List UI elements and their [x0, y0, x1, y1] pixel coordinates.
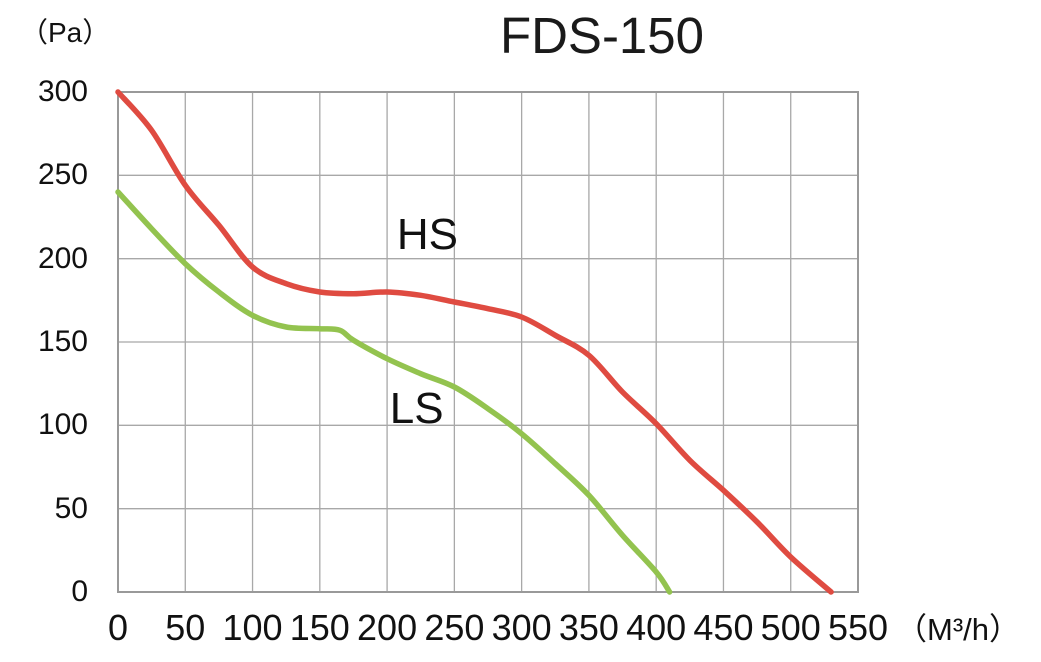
hs-curve — [115, 89, 834, 595]
x-tick-label: 0 — [107, 607, 129, 648]
y-tick-label: 300 — [37, 75, 88, 108]
x-tick-label: 200 — [357, 607, 418, 648]
y-tick-label: 100 — [37, 408, 88, 442]
x-tick-label: 300 — [491, 607, 552, 648]
x-tick-label: 100 — [222, 607, 283, 648]
x-axis-unit-label: （M³/h） — [896, 612, 1020, 647]
y-tick-label: 50 — [54, 491, 88, 525]
x-tick-label: 50 — [165, 607, 206, 648]
x-tick-label: 500 — [760, 607, 821, 648]
x-tick-label: 550 — [827, 607, 889, 648]
x-tick-label: 450 — [693, 607, 754, 648]
y-tick-label: 150 — [37, 325, 88, 358]
x-tick-label: 350 — [558, 607, 619, 648]
series-label-hs: HS — [396, 210, 459, 260]
plot-border — [117, 91, 859, 593]
y-tick-label: 0 — [71, 575, 88, 608]
y-tick-label: 250 — [37, 158, 88, 192]
y-axis-unit-label: （Pa） — [20, 17, 111, 48]
x-tick-label: 250 — [424, 607, 485, 648]
x-tick-label: 150 — [289, 607, 350, 648]
ls-curve — [115, 189, 673, 595]
plot-area — [115, 89, 859, 595]
x-tick-label: 400 — [626, 607, 687, 648]
y-tick-label: 200 — [37, 241, 88, 275]
series-label-ls: LS — [389, 383, 444, 433]
chart-title: FDS-150 — [499, 7, 705, 64]
